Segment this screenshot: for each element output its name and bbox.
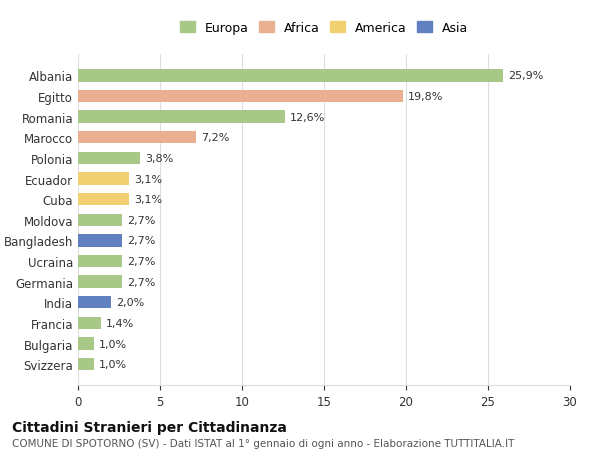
Text: Cittadini Stranieri per Cittadinanza: Cittadini Stranieri per Cittadinanza (12, 420, 287, 434)
Text: 2,7%: 2,7% (127, 215, 155, 225)
Bar (78, 276, 122, 288)
Text: 1,0%: 1,0% (100, 359, 127, 369)
Bar (78, 235, 122, 247)
Bar (78, 173, 129, 185)
Bar (78, 132, 196, 144)
Bar (78, 255, 122, 268)
Bar (78, 91, 403, 103)
Text: 1,4%: 1,4% (106, 318, 134, 328)
Text: 3,1%: 3,1% (134, 195, 162, 205)
Text: 2,7%: 2,7% (127, 277, 155, 287)
Text: 2,0%: 2,0% (116, 297, 144, 308)
Text: 7,2%: 7,2% (201, 133, 229, 143)
Bar (78, 214, 122, 226)
Text: 12,6%: 12,6% (290, 112, 325, 123)
Text: 3,8%: 3,8% (145, 154, 173, 163)
Bar (78, 70, 503, 83)
Bar (78, 358, 94, 370)
Bar (78, 317, 101, 330)
Text: 1,0%: 1,0% (100, 339, 127, 349)
Bar (78, 194, 129, 206)
Text: 2,7%: 2,7% (127, 257, 155, 267)
Bar (78, 297, 111, 309)
Bar (78, 152, 140, 165)
Bar (78, 111, 284, 123)
Text: 2,7%: 2,7% (127, 236, 155, 246)
Bar (78, 338, 94, 350)
Legend: Europa, Africa, America, Asia: Europa, Africa, America, Asia (176, 18, 472, 39)
Text: COMUNE DI SPOTORNO (SV) - Dati ISTAT al 1° gennaio di ogni anno - Elaborazione T: COMUNE DI SPOTORNO (SV) - Dati ISTAT al … (12, 438, 514, 448)
Text: 25,9%: 25,9% (508, 71, 543, 81)
Text: 3,1%: 3,1% (134, 174, 162, 184)
Text: 19,8%: 19,8% (407, 92, 443, 102)
